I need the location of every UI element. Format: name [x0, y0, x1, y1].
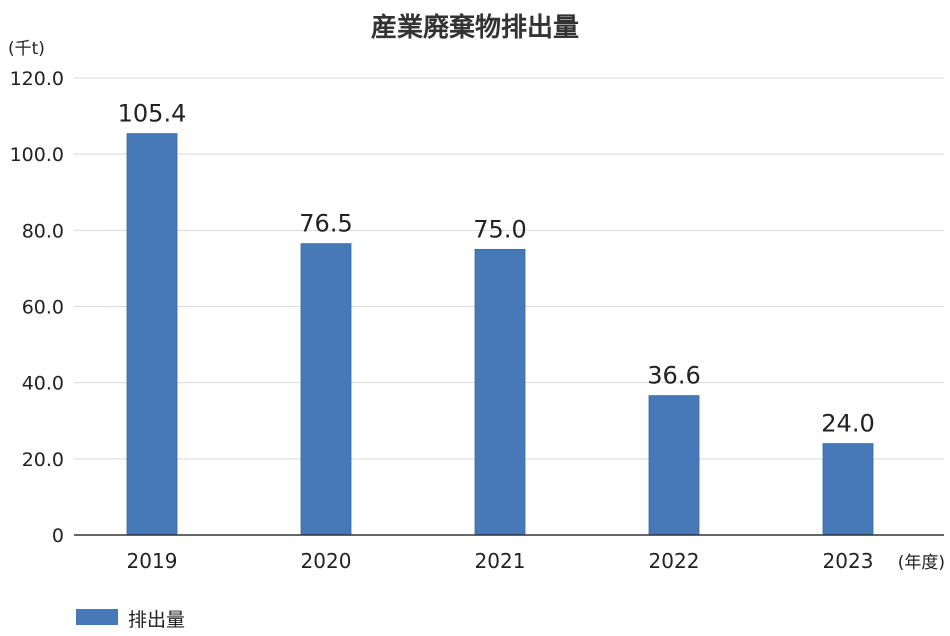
bar	[300, 243, 352, 536]
legend-label: 排出量	[128, 609, 185, 631]
x-axis-ticks: 2019 2020 2021 2022 2023	[127, 549, 874, 573]
x-tick-label: 2021	[475, 549, 526, 573]
data-label: 75.0	[473, 215, 526, 243]
y-axis-unit-label: (千t)	[8, 39, 45, 59]
y-tick-label: 0	[52, 525, 64, 547]
data-label: 105.4	[118, 100, 187, 128]
chart-title: 産業廃棄物排出量	[371, 12, 579, 43]
bar	[822, 443, 874, 536]
data-label: 76.5	[299, 210, 352, 238]
x-axis-unit-label: (年度)	[898, 553, 945, 573]
legend-swatch	[76, 609, 118, 625]
y-tick-label: 60.0	[22, 297, 64, 319]
data-labels: 105.4 76.5 75.0 36.6 24.0	[118, 100, 875, 438]
x-tick-label: 2020	[301, 549, 352, 573]
x-tick-label: 2019	[127, 549, 178, 573]
y-tick-label: 40.0	[22, 373, 64, 395]
bar	[474, 248, 526, 536]
y-tick-label: 20.0	[22, 449, 64, 471]
x-tick-label: 2022	[649, 549, 700, 573]
legend: 排出量	[76, 609, 185, 631]
bar	[648, 395, 700, 536]
bars	[126, 133, 874, 536]
y-tick-label: 100.0	[10, 144, 64, 166]
data-label: 36.6	[647, 362, 700, 390]
data-label: 24.0	[821, 410, 874, 438]
y-tick-label: 80.0	[22, 220, 64, 242]
y-axis-ticks: 0 20.0 40.0 60.0 80.0 100.0 120.0	[10, 68, 64, 547]
y-tick-label: 120.0	[10, 68, 64, 90]
x-tick-label: 2023	[823, 549, 874, 573]
bar	[126, 133, 178, 536]
